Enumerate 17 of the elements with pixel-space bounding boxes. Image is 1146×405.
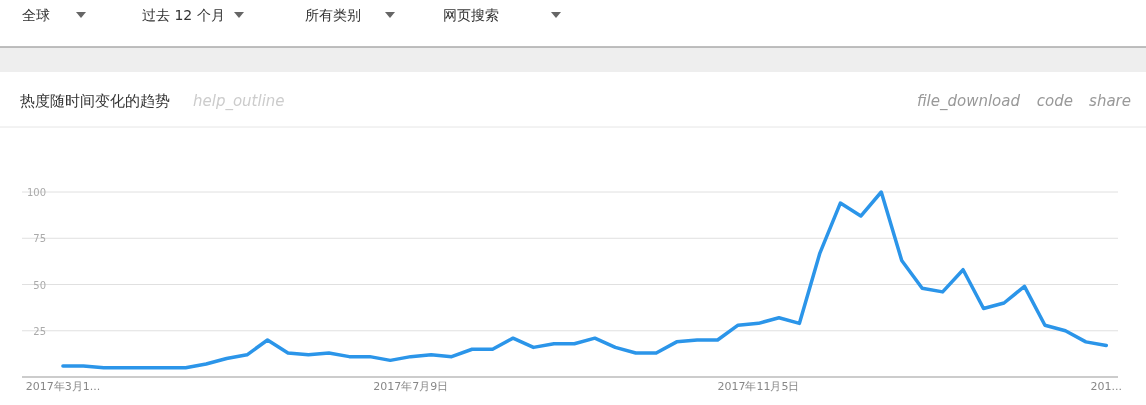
text: file_download xyxy=(916,92,1021,111)
x-tick-label: 201... xyxy=(1090,380,1123,393)
x-tick-label: 2017年3月1... xyxy=(25,380,101,393)
y-tick-label: 75 xyxy=(33,233,46,245)
text: code xyxy=(1036,92,1073,110)
text: 所有类别 xyxy=(305,7,361,23)
x-tick-label: 2017年7月9日 xyxy=(373,380,449,393)
line-series xyxy=(61,190,1109,370)
text: 全球 xyxy=(22,7,50,23)
y-tick-label: 25 xyxy=(33,325,46,337)
text: 过去 12 个月 xyxy=(142,7,225,23)
chart-title: 热度随时间变化的趋势 xyxy=(20,92,170,110)
text: share xyxy=(1089,92,1131,110)
y-tick-label: 100 xyxy=(26,187,46,198)
text: 网页搜索 xyxy=(443,7,499,23)
y-tick-label: 50 xyxy=(33,279,46,291)
x-tick-label: 2017年11月5日 xyxy=(717,380,800,393)
